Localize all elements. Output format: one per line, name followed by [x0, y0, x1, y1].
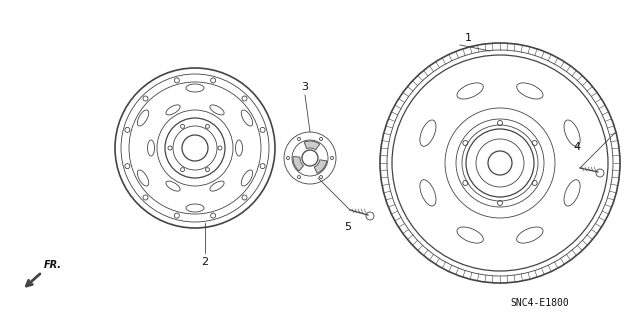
Text: FR.: FR.: [44, 260, 62, 270]
Text: 2: 2: [202, 257, 209, 267]
Wedge shape: [293, 157, 303, 171]
Text: SNC4-E1800: SNC4-E1800: [510, 298, 569, 308]
Wedge shape: [314, 160, 327, 174]
Text: 4: 4: [573, 142, 580, 152]
Text: 1: 1: [465, 33, 472, 43]
Text: 5: 5: [344, 222, 351, 232]
Wedge shape: [304, 141, 320, 150]
Text: 3: 3: [301, 82, 308, 92]
